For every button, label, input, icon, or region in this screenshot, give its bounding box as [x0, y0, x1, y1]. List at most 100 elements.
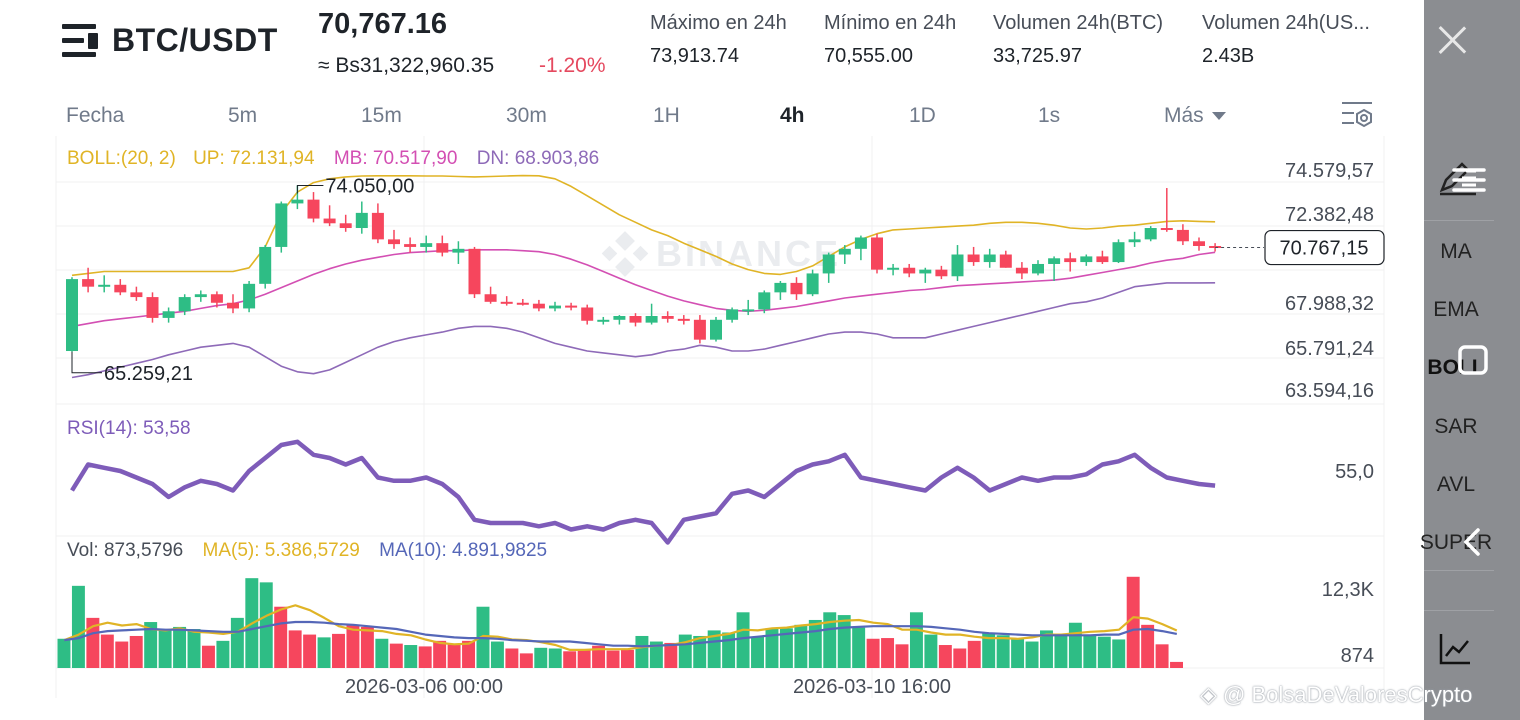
volume-bar: [909, 612, 923, 668]
tab-1d[interactable]: 1D: [909, 104, 936, 127]
image-credit: ◈ @ BolsaDeValoresCrypto: [1200, 682, 1472, 708]
line-chart-icon[interactable]: [1438, 632, 1472, 666]
volume-bar: [418, 646, 432, 668]
chart-axes: 74.579,57 72.382,48 67.988,32 65.791,24 63.5…: [71, 160, 1385, 698]
tab-4h[interactable]: 4h: [780, 104, 805, 127]
volume-bar: [534, 647, 548, 668]
volume-bar: [664, 642, 678, 668]
candle: [838, 245, 851, 264]
volume-bar: [129, 635, 143, 668]
trading-pair[interactable]: BTC/USDT: [112, 22, 278, 58]
candle-body: [1209, 245, 1222, 248]
kline-chart[interactable]: BINANCE 74.579,57 72.382,48 67.988,32 65.79…: [0, 136, 1424, 720]
price-change: -1.20%: [539, 54, 606, 77]
volume-bar: [1097, 636, 1111, 668]
candle: [806, 269, 819, 297]
candle: [967, 246, 980, 266]
sidebar-item-ema[interactable]: EMA: [1433, 298, 1479, 321]
candle-body: [1064, 258, 1077, 263]
rsi-line: [70, 439, 1216, 545]
x-axis-label: 2026-03-10 16:00: [793, 676, 951, 698]
vol-ma5-label: MA(5): 5.386,5729: [202, 540, 360, 561]
candle: [903, 263, 916, 278]
candle-body: [919, 269, 932, 274]
sidebar-item-avl[interactable]: AVL: [1436, 473, 1476, 496]
volume-bar: [895, 644, 909, 668]
candle: [194, 290, 207, 302]
candle: [210, 291, 223, 308]
candle-body: [436, 243, 449, 253]
pair-menu-icon[interactable]: [62, 24, 98, 58]
stat-24h-volume-usdt: Volumen 24h(US... 2.43B: [1202, 12, 1370, 68]
volume-bar: [144, 622, 158, 668]
last-price: 70,767.16: [318, 8, 448, 40]
candle: [742, 299, 755, 316]
tab-30m[interactable]: 30m: [506, 104, 547, 127]
watermark-text: BINANCE: [656, 233, 841, 274]
candle-body: [516, 302, 529, 305]
volume-bar: [693, 635, 707, 668]
volume-bar: [317, 637, 331, 668]
stat-label: Volumen 24h(BTC): [993, 12, 1164, 34]
close-icon[interactable]: [1436, 24, 1468, 56]
candle: [822, 252, 835, 283]
boll-indicator-labels[interactable]: BOLL:(20, 2) UP: 72.131,94 MB: 70.517,90…: [67, 148, 599, 170]
tab-1w[interactable]: 1s: [1038, 104, 1061, 127]
candle-body: [500, 301, 513, 304]
vol-ma10-label: MA(10): 4.891,9825: [379, 540, 548, 561]
rsi-indicator-label[interactable]: RSI(14): 53,58: [67, 418, 191, 439]
chart-settings-icon[interactable]: [1340, 100, 1374, 130]
tab-more[interactable]: Más: [1164, 104, 1226, 128]
current-price-label: 70.767,15: [1280, 238, 1369, 260]
boll-up-label: UP: 72.131,94: [193, 148, 315, 169]
candle-body: [597, 319, 610, 322]
rsi-panel: [70, 439, 1216, 545]
y-tick-label: 63.594,16: [1285, 380, 1374, 402]
back-chevron-icon[interactable]: [1458, 526, 1486, 558]
candle-body: [983, 254, 996, 263]
x-axis-label: 2026-03-06 00:00: [345, 676, 503, 698]
tab-5m[interactable]: 5m: [228, 104, 258, 127]
candle-body: [967, 254, 980, 263]
tab-1h[interactable]: 1H: [653, 104, 680, 127]
volume-bar: [404, 645, 418, 668]
volume-bar: [1141, 624, 1155, 668]
market-header: BTC/USDT 70,767.16 ≈ Bs31,322,960.35 -1.…: [0, 0, 1424, 92]
candle: [790, 277, 803, 300]
volume-bar: [375, 638, 389, 668]
vol-ma5-line: [63, 604, 1178, 652]
volume-bar: [635, 635, 649, 668]
candle-body: [307, 199, 320, 219]
candle-body: [951, 254, 964, 277]
volume-bar: [216, 640, 230, 668]
candle: [404, 237, 417, 253]
candle-body: [806, 273, 819, 295]
candle-body: [774, 282, 787, 293]
volume-bar: [967, 640, 981, 668]
volume-bar: [722, 632, 736, 668]
volume-label: Vol: 873,5796: [67, 540, 184, 561]
candle: [661, 311, 674, 323]
volume-bar: [86, 617, 100, 668]
volume-bar: [808, 619, 822, 668]
candle: [1015, 262, 1028, 280]
tab-date[interactable]: Fecha: [66, 104, 125, 127]
volume-indicator-labels[interactable]: Vol: 873,5796 MA(5): 5.386,5729 MA(10): …: [67, 540, 547, 562]
stat-value: 33,725.97: [993, 45, 1082, 67]
candle: [516, 298, 529, 306]
candle: [323, 205, 336, 227]
volume-bar: [1040, 630, 1053, 668]
sidebar-item-sar[interactable]: SAR: [1434, 415, 1478, 438]
home-square-icon[interactable]: [1456, 343, 1490, 377]
sidebar-item-ma[interactable]: MA: [1440, 240, 1472, 263]
hamburger-icon[interactable]: [1440, 162, 1490, 198]
current-price-box: [1264, 229, 1385, 266]
candle-body: [227, 302, 239, 309]
tab-15m[interactable]: 15m: [361, 104, 402, 127]
volume-bar: [447, 644, 461, 668]
volume-bar: [592, 645, 606, 668]
candle-body: [581, 307, 594, 321]
candle: [484, 286, 497, 304]
candle: [436, 235, 449, 257]
volume-bar: [303, 634, 317, 668]
